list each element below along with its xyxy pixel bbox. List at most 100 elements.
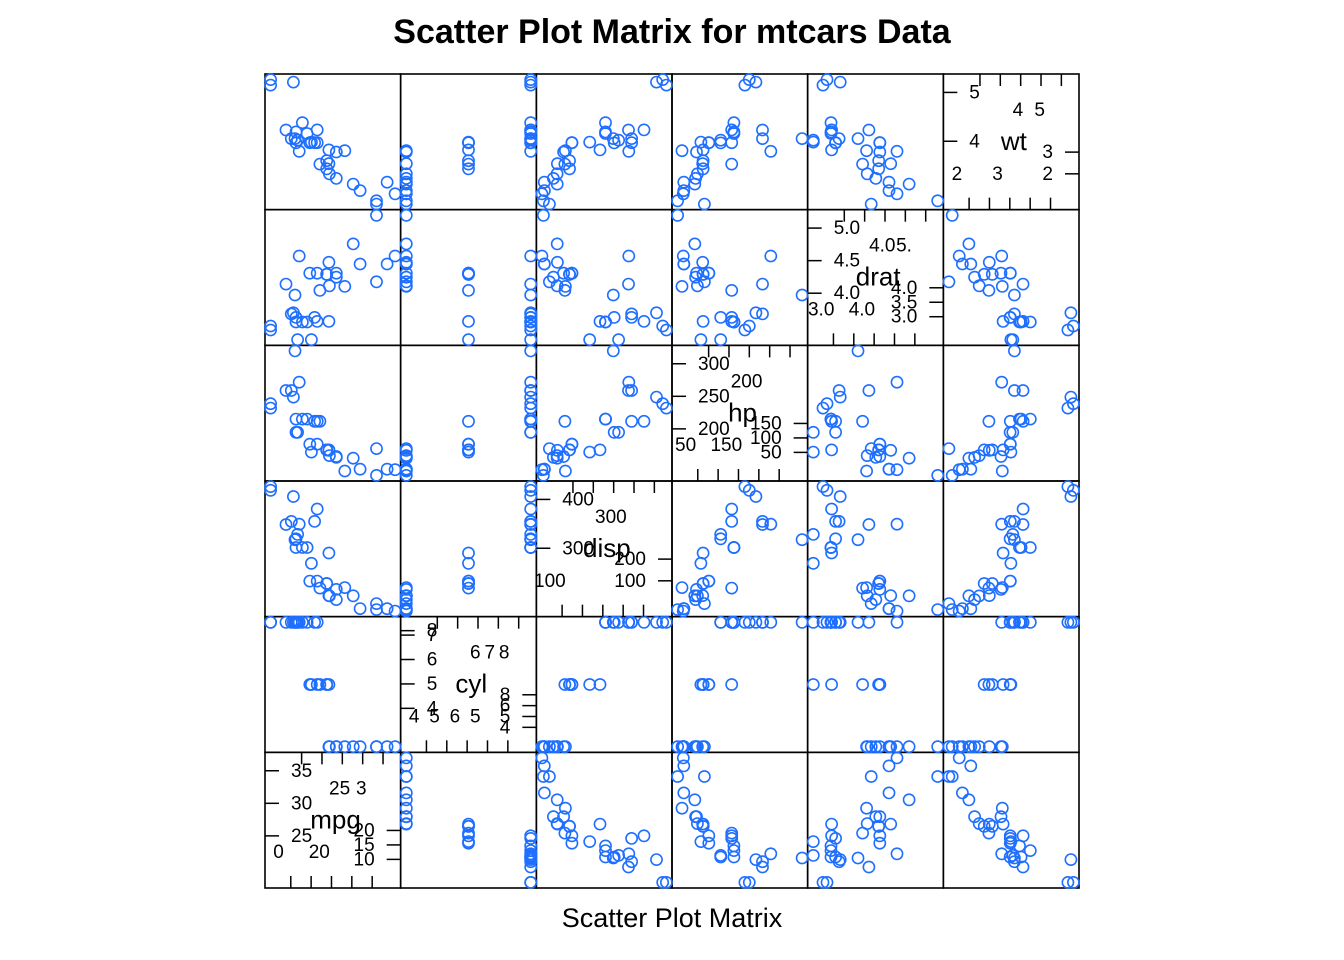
point-hp-mpg-12 [295, 412, 309, 426]
point-disp-drat-25 [825, 502, 838, 516]
point-mpg-hp-8 [675, 801, 689, 815]
point-mpg-cyl-31 [524, 851, 538, 865]
points-drat-vs-mpg [264, 208, 402, 347]
point-drat-disp-8 [559, 279, 572, 293]
point-mpg-disp-23 [607, 850, 621, 864]
points-hp-vs-wt [942, 344, 1080, 482]
point-hp-drat-28 [864, 442, 878, 455]
point-disp-drat-26 [882, 602, 896, 615]
point-disp-mpg-27 [346, 589, 360, 603]
tick-label-mpg-bottom-2: 10 [354, 849, 375, 870]
point-cyl-wt-25 [1016, 615, 1030, 629]
point-wt-drat-27 [902, 177, 916, 191]
point-cyl-drat-22 [806, 615, 820, 629]
point-drat-mpg-25 [310, 314, 324, 328]
point-hp-wt-26 [956, 462, 969, 476]
point-disp-drat-20 [890, 604, 904, 618]
point-wt-hp-11 [702, 136, 716, 150]
point-disp-wt-26 [956, 602, 969, 615]
point-cyl-disp-6 [583, 678, 597, 691]
point-wt-cyl-1 [462, 162, 475, 176]
point-wt-disp-1 [563, 162, 576, 176]
point-mpg-drat-11 [873, 836, 887, 850]
tick-label-drat-left-1: 4.5 [834, 251, 860, 272]
point-drat-cyl-3 [399, 270, 413, 284]
point-cyl-hp-27 [688, 740, 702, 754]
point-hp-disp-6 [583, 445, 597, 459]
tick-label-wt-top_inner-1: 5 [1034, 100, 1045, 121]
point-mpg-drat-14 [824, 850, 838, 864]
point-wt-hp-23 [714, 136, 728, 150]
point-drat-disp-20 [535, 249, 549, 263]
panel-wt-vs-mpg [264, 73, 402, 211]
point-disp-cyl-26 [399, 602, 413, 615]
point-cyl-wt-31 [1008, 615, 1021, 629]
point-drat-disp-23 [607, 310, 621, 324]
point-mpg-wt-32 [982, 817, 996, 831]
point-drat-mpg-4 [322, 314, 336, 328]
points-wt-vs-hp [671, 73, 809, 211]
point-wt-disp-27 [550, 177, 564, 191]
point-hp-wt-11 [1003, 437, 1017, 451]
point-drat-disp-4 [593, 314, 607, 328]
point-wt-cyl-31 [524, 132, 538, 145]
tick-label-drat-right-2: 3.0 [891, 307, 917, 328]
point-drat-wt-18 [964, 257, 978, 271]
point-hp-mpg-24 [279, 384, 293, 397]
point-hp-drat-24 [862, 384, 876, 397]
point-hp-mpg-18 [380, 462, 394, 476]
point-disp-hp-11 [702, 574, 716, 588]
points-mpg-vs-hp [671, 751, 809, 889]
point-drat-wt-29 [995, 249, 1009, 263]
point-mpg-disp-3 [547, 810, 560, 824]
tick-label-mpg-top_inner-0: 25 [329, 778, 350, 799]
point-drat-wt-28 [942, 275, 956, 289]
point-mpg-cyl-28 [399, 770, 413, 783]
point-drat-hp-21 [691, 279, 704, 293]
point-cyl-disp-14 [599, 615, 612, 629]
point-hp-drat-17 [833, 390, 847, 404]
point-cyl-drat-17 [833, 615, 847, 629]
tick-label-cyl-bottom_inner-0: 4 [409, 707, 420, 728]
points-hp-vs-disp [535, 344, 673, 482]
point-hp-drat-27 [902, 451, 916, 465]
point-cyl-mpg-26 [353, 740, 367, 754]
point-cyl-drat-4 [825, 678, 838, 691]
point-mpg-wt-20 [952, 751, 966, 765]
point-drat-mpg-16 [264, 319, 277, 333]
point-drat-wt-22 [1006, 333, 1020, 347]
tick-label-disp-right-0: 200 [614, 549, 646, 570]
point-disp-cyl-17 [524, 490, 538, 503]
point-wt-mpg-9 [329, 145, 343, 159]
point-drat-mpg-10 [310, 266, 324, 280]
tick-label-disp-left-0: 400 [562, 489, 594, 510]
tick-label-cyl-bottom_inner-1: 5 [429, 707, 440, 728]
point-drat-mpg-23 [289, 310, 303, 324]
point-wt-disp-32 [551, 157, 564, 171]
point-cyl-drat-28 [864, 740, 878, 754]
point-wt-mpg-27 [346, 177, 360, 191]
point-drat-mpg-20 [388, 249, 402, 263]
point-hp-drat-19 [931, 468, 945, 482]
point-cyl-wt-20 [952, 740, 966, 754]
point-cyl-disp-15 [660, 615, 673, 629]
point-drat-hp-30 [725, 283, 739, 297]
points-drat-vs-wt [942, 208, 1080, 347]
point-mpg-hp-32 [696, 817, 710, 831]
point-drat-wt-26 [956, 257, 969, 271]
panel-cyl-vs-disp [535, 615, 673, 754]
points-wt-vs-mpg [264, 73, 402, 211]
point-drat-hp-31 [795, 288, 809, 302]
point-drat-wt-2 [985, 267, 999, 281]
point-wt-disp-14 [599, 125, 612, 139]
point-disp-drat-7 [832, 515, 846, 528]
point-wt-mpg-8 [338, 144, 352, 158]
point-cyl-drat-3 [869, 740, 883, 754]
point-wt-disp-8 [559, 144, 572, 158]
point-hp-drat-22 [806, 425, 820, 439]
point-hp-drat-32 [884, 443, 898, 457]
